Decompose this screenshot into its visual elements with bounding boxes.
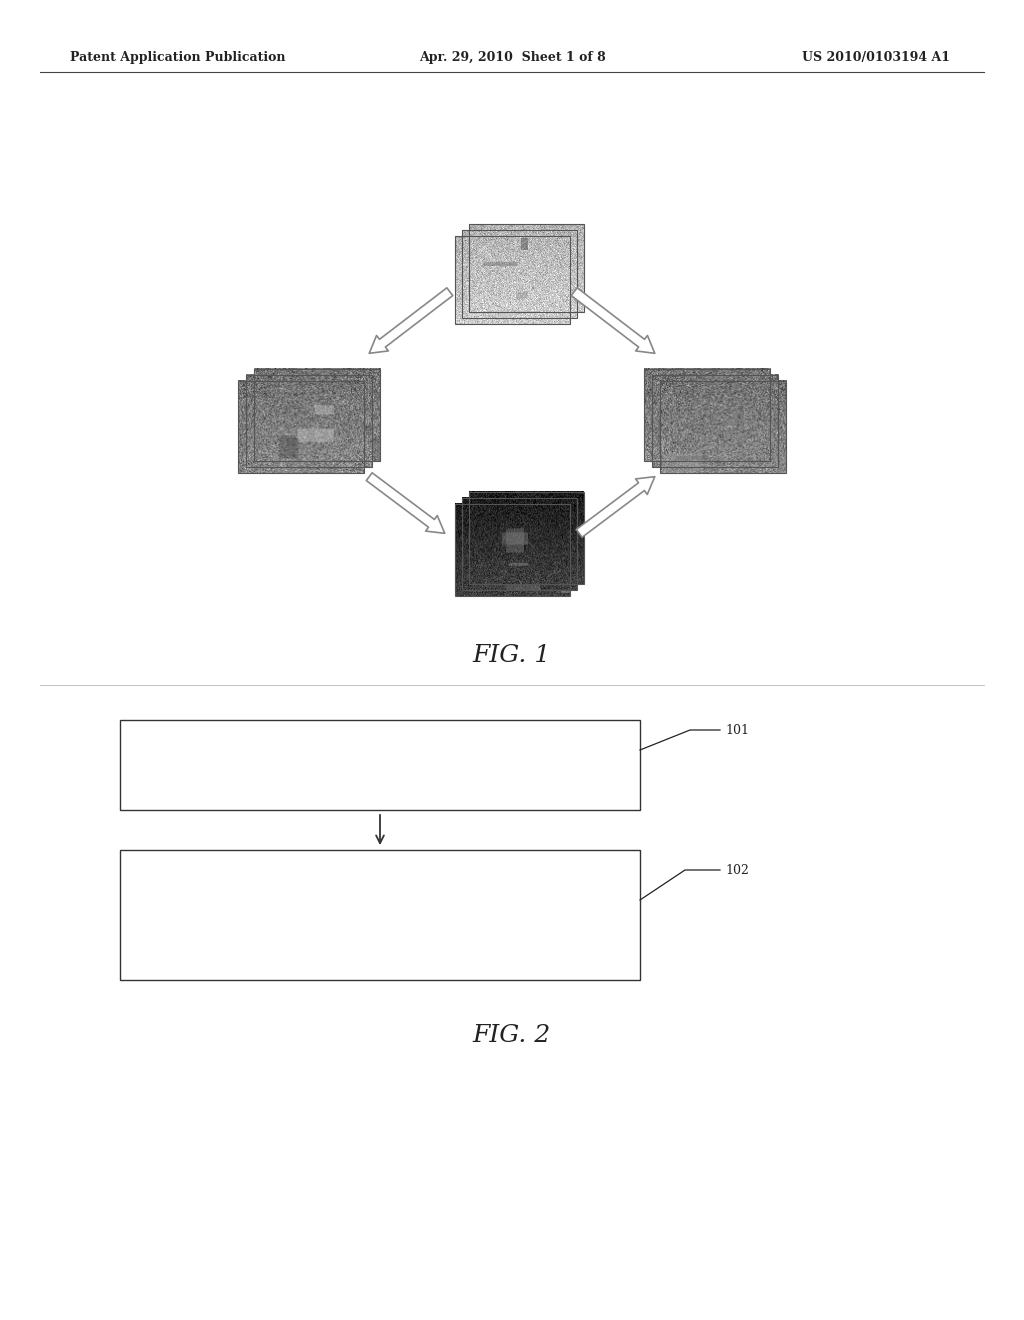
Text: Capture at least two frames of images having different
intensity values under di: Capture at least two frames of images ha… [196,739,564,791]
Bar [469,492,584,585]
FancyArrowPatch shape [370,288,453,354]
Bar [246,375,373,467]
Bar [462,230,577,318]
FancyArrowPatch shape [571,288,654,354]
Text: Patent Application Publication: Patent Application Publication [70,51,286,65]
Bar [651,375,778,467]
Bar [469,224,584,312]
Bar [455,236,569,323]
Bar [254,368,380,461]
Bar [120,850,640,979]
Bar [120,719,640,810]
Text: fuse the images having different intensity according to
the intensity mapping re: fuse the images having different intensi… [197,880,563,950]
Bar [659,380,786,473]
FancyArrowPatch shape [577,477,654,537]
Bar [238,380,365,473]
Bar [455,504,569,597]
Bar [644,368,770,461]
Text: US 2010/0103194 A1: US 2010/0103194 A1 [802,51,950,65]
Text: FIG. 1: FIG. 1 [473,644,551,667]
Text: Apr. 29, 2010  Sheet 1 of 8: Apr. 29, 2010 Sheet 1 of 8 [419,51,605,65]
Text: 101: 101 [725,723,749,737]
FancyArrowPatch shape [367,473,444,533]
Text: FIG. 2: FIG. 2 [473,1023,551,1047]
Bar [462,498,577,590]
Text: 102: 102 [725,863,749,876]
